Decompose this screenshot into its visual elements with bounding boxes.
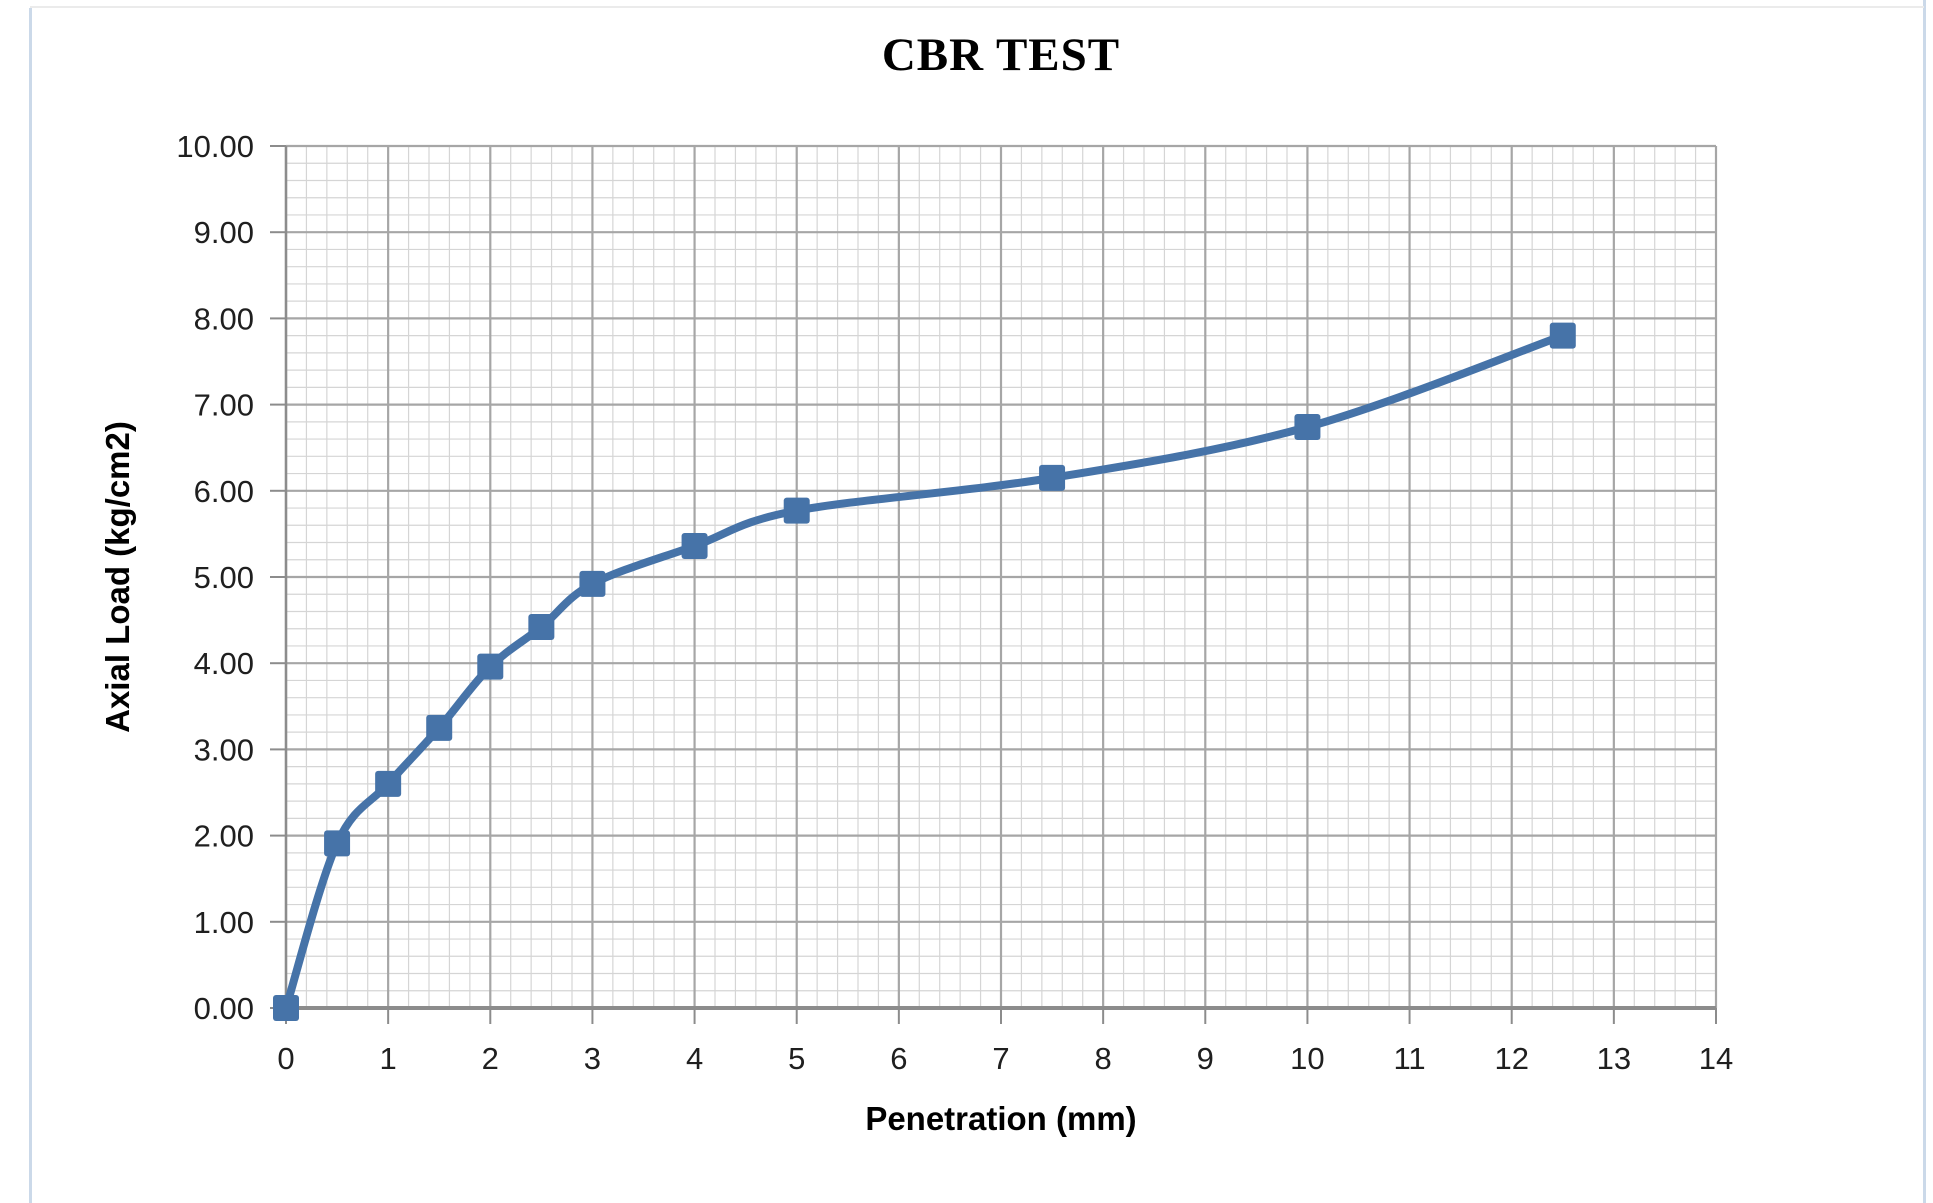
x-tick-label: 13 [1597, 1041, 1631, 1076]
x-tick-label: 12 [1494, 1041, 1528, 1076]
page-border-top [30, 6, 1924, 8]
data-point-marker [1039, 464, 1066, 491]
x-tick-label: 10 [1290, 1041, 1324, 1076]
y-tick-label: 3.00 [194, 732, 254, 767]
x-tick-label: 5 [788, 1041, 805, 1076]
data-point-marker [681, 532, 708, 559]
y-tick-label: 5.00 [194, 560, 254, 595]
y-tick-label: 4.00 [194, 646, 254, 681]
y-tick-label: 0.00 [194, 991, 254, 1026]
x-tick-label: 0 [277, 1041, 294, 1076]
data-point-marker [528, 613, 555, 640]
data-point-marker [375, 770, 402, 797]
y-tick-label: 9.00 [194, 215, 254, 250]
page-border-left [29, 8, 32, 1203]
data-point-marker [1294, 414, 1321, 441]
x-tick-label: 1 [380, 1041, 397, 1076]
data-point-marker [273, 995, 299, 1021]
data-point-marker [477, 653, 504, 680]
x-tick-label: 8 [1095, 1041, 1112, 1076]
x-axis-title: Penetration (mm) [865, 1100, 1137, 1137]
x-tick-label: 9 [1197, 1041, 1214, 1076]
data-point-marker [426, 714, 453, 741]
data-point-marker [1549, 322, 1576, 349]
x-tick-label: 4 [686, 1041, 703, 1076]
y-tick-label: 8.00 [194, 301, 254, 336]
y-tick-label: 6.00 [194, 474, 254, 509]
page-border-right [1923, 0, 1926, 1203]
x-tick-label: 11 [1393, 1041, 1425, 1076]
x-tick-label: 7 [992, 1041, 1009, 1076]
y-tick-label: 1.00 [194, 905, 254, 940]
y-tick-label: 10.00 [176, 129, 254, 164]
data-point-marker [324, 830, 351, 857]
x-tick-label: 2 [482, 1041, 499, 1076]
y-tick-label: 2.00 [194, 819, 254, 854]
data-point-marker [783, 497, 810, 524]
x-tick-label: 6 [890, 1041, 907, 1076]
chart-title: CBR TEST [881, 29, 1121, 81]
data-point-marker [579, 570, 606, 597]
x-tick-label: 14 [1699, 1041, 1733, 1076]
x-tick-label: 3 [584, 1041, 601, 1076]
y-tick-label: 7.00 [194, 388, 254, 423]
